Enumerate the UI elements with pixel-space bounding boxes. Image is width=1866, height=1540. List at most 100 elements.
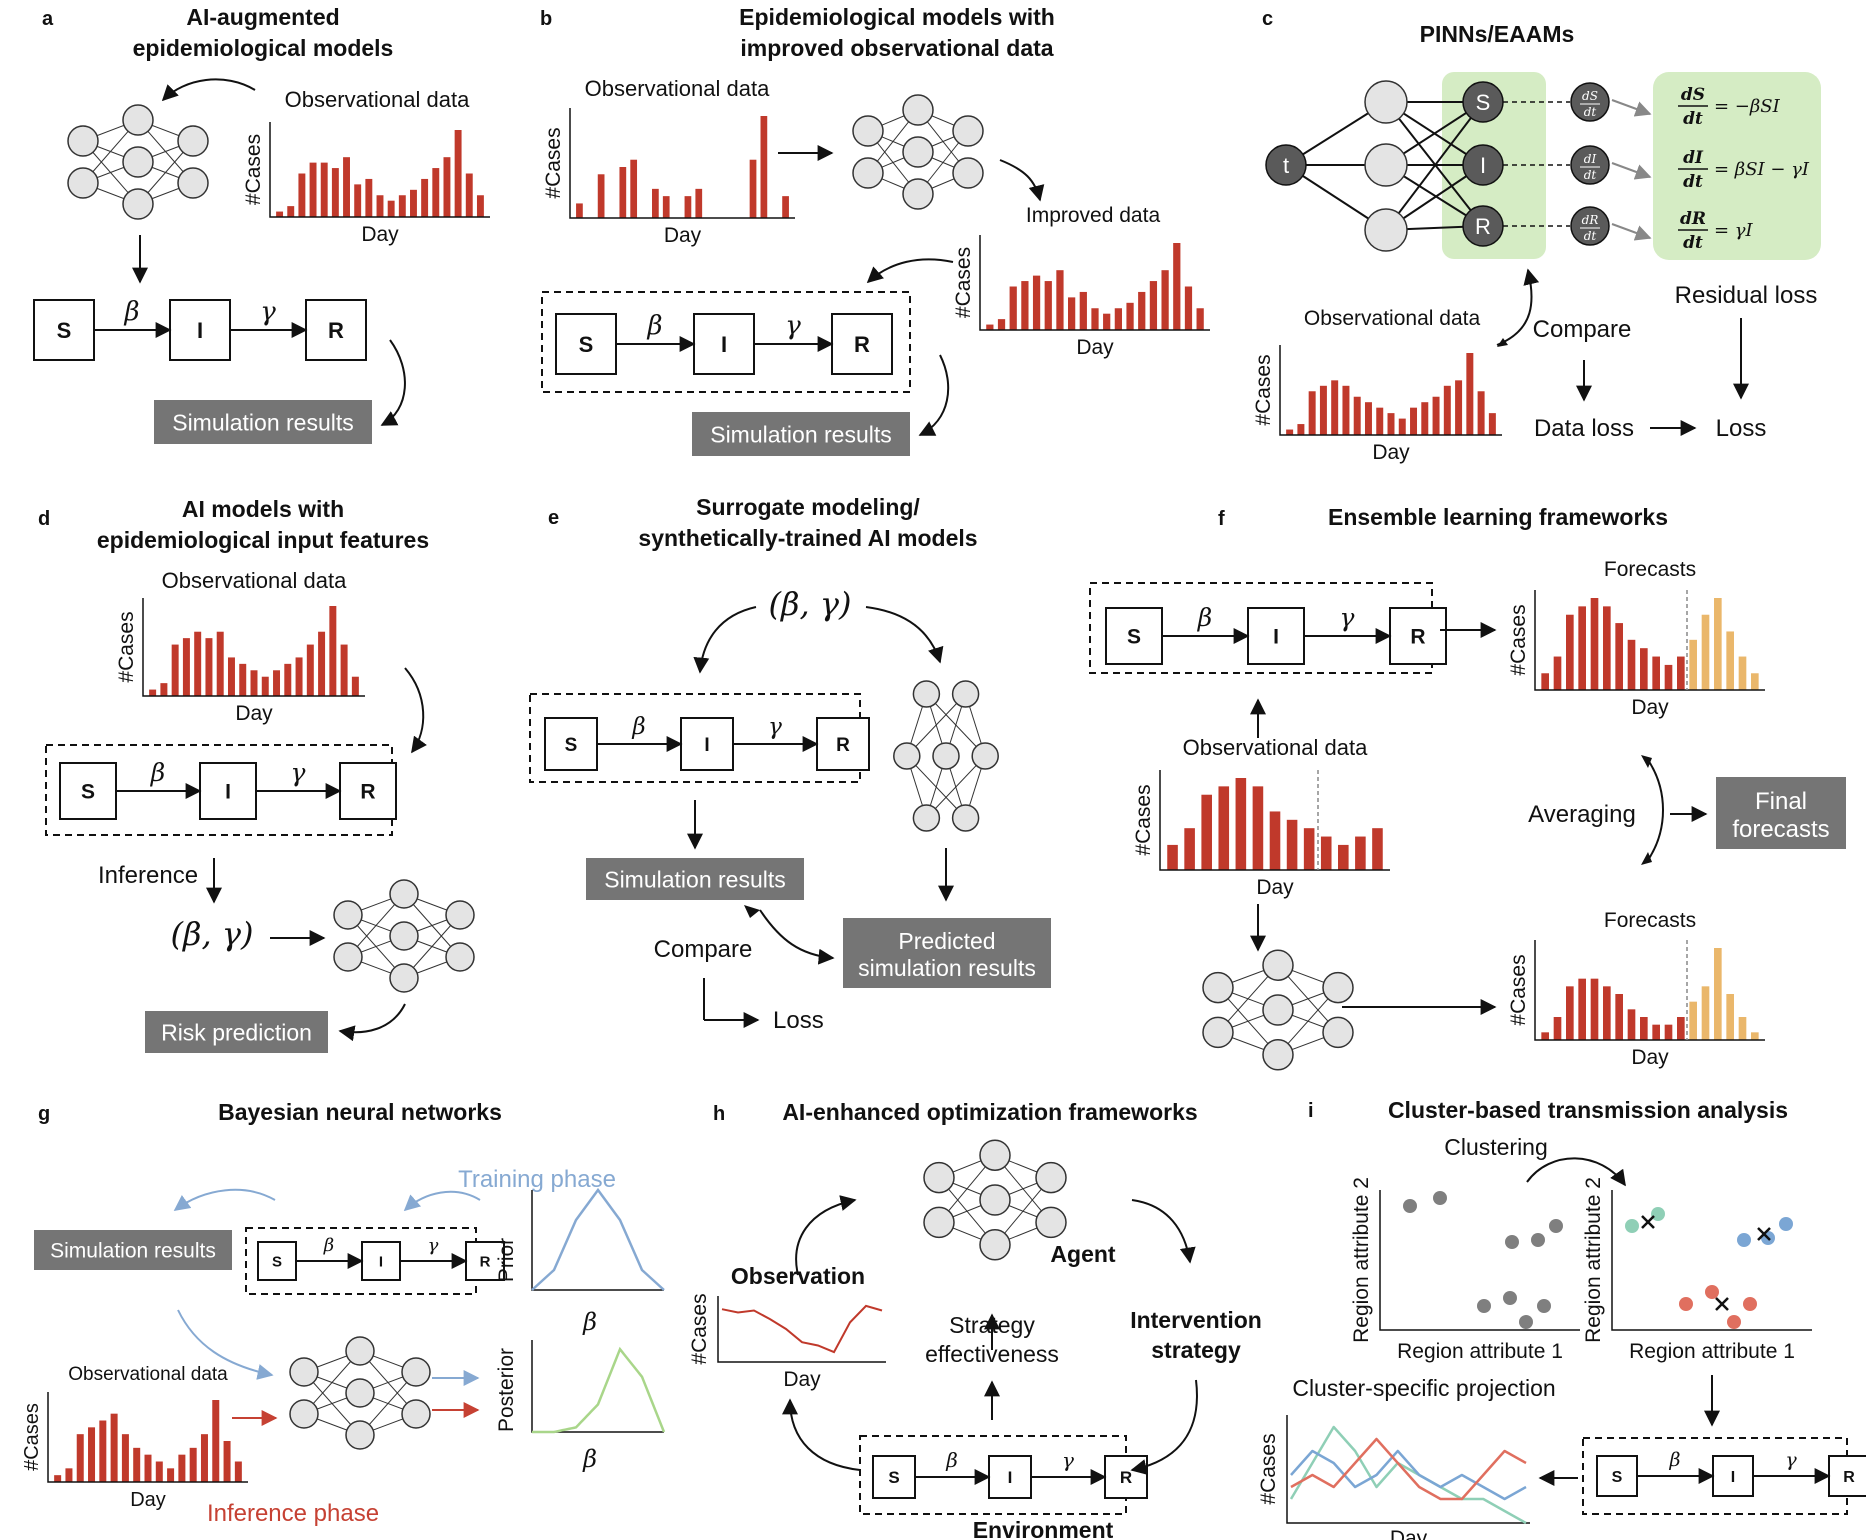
bar [1578, 978, 1586, 1040]
y-axis-label: #Cases [1507, 954, 1530, 1025]
bar [398, 195, 406, 217]
bar [216, 631, 224, 696]
sir-box-s [544, 717, 598, 771]
nn-node [177, 125, 209, 157]
sir-label-s: S [81, 781, 95, 804]
bar [1640, 1017, 1648, 1040]
forecasts-label: Forecasts [1604, 558, 1696, 581]
sir-gamma: γ [785, 311, 801, 341]
bar [1184, 828, 1195, 870]
bar [1320, 836, 1332, 870]
arrow-params-to-sir [693, 606, 757, 674]
bar [1477, 391, 1485, 435]
sir-box-i [1247, 607, 1305, 665]
t-label: t [1283, 153, 1289, 178]
sim-results-e [586, 858, 804, 900]
chart-axes [1534, 940, 1765, 1041]
sir-box-s [555, 313, 617, 375]
nn-node [122, 104, 154, 136]
y-axis-label: #Cases [115, 611, 138, 682]
cluster-point [1743, 1297, 1757, 1311]
bar [1044, 281, 1052, 330]
panel-letter-c: c [1262, 8, 1273, 30]
scatter-point [1537, 1299, 1551, 1313]
sir-label-r: R [1120, 1468, 1132, 1487]
sir-label-r: R [836, 735, 850, 756]
arrow-data-to-nn [161, 78, 256, 102]
bar [54, 1475, 62, 1482]
scatter-point [1503, 1291, 1517, 1305]
y-axis-label: #Cases [1257, 1433, 1280, 1504]
forecast-bar [1701, 986, 1710, 1040]
bar [1553, 1017, 1562, 1040]
arrow-to-residual [1611, 162, 1652, 180]
bar [1615, 994, 1623, 1040]
cluster-point [1679, 1297, 1693, 1311]
bar [1149, 281, 1158, 330]
panel-d-title: AI models with [182, 496, 344, 522]
chart-axes [1159, 770, 1390, 871]
obs-label: Observational data [585, 76, 770, 101]
sim-results-b [692, 412, 910, 456]
obs-label: Observational data [162, 568, 347, 593]
bar [1252, 786, 1264, 870]
chart-axes [569, 108, 795, 219]
bar [1173, 243, 1181, 330]
hidden-node [1364, 208, 1408, 252]
training-arrow-in [177, 1309, 274, 1380]
y-axis-label: #Cases [242, 134, 265, 205]
chart-axes [717, 1296, 886, 1363]
forecast-bar [1738, 1017, 1747, 1040]
nn-node [445, 942, 475, 972]
eq-num: dS [1681, 85, 1705, 105]
nn-node [893, 742, 921, 770]
sir-gamma: γ [1340, 603, 1355, 632]
arrow-head [1641, 755, 1652, 768]
cluster-point [1737, 1233, 1751, 1247]
nn-node [389, 879, 419, 909]
bar [1167, 844, 1178, 870]
bar [76, 1434, 84, 1482]
nn-node [289, 1357, 319, 1387]
panel-letter-b: b [540, 8, 552, 30]
bar [1297, 424, 1305, 435]
sim-results-a-label: Simulation results [172, 409, 354, 435]
panel-letter-a: a [42, 8, 54, 30]
bar [1161, 270, 1169, 330]
eq-num: dR [1680, 209, 1706, 229]
bar [684, 196, 692, 218]
sir-label-s: S [565, 735, 578, 756]
bar [1677, 1017, 1685, 1040]
bar [619, 167, 627, 218]
y-axis-label: #Cases [688, 1293, 711, 1364]
bar [1432, 396, 1440, 435]
bar [318, 631, 326, 696]
arrow-agent-to-intervention [1131, 1199, 1196, 1264]
sir-box-i [1712, 1455, 1754, 1497]
x-axis-label: Day [1631, 1046, 1669, 1069]
forecast-bar [1714, 598, 1722, 690]
bar [65, 1468, 73, 1482]
sir-beta: β [945, 1448, 958, 1472]
posterior-curve [532, 1346, 666, 1434]
panel-e-title: synthetically-trained AI models [638, 525, 977, 551]
sim-results-b-label: Simulation results [710, 421, 892, 447]
derivative-den: dt [1584, 168, 1597, 182]
obs-label: Observational data [285, 87, 470, 112]
nn-node [1202, 1016, 1234, 1049]
nn-node [1202, 971, 1234, 1004]
derivative-den: dt [1584, 105, 1597, 119]
final-forecasts-box [1716, 777, 1846, 849]
bar [287, 206, 295, 217]
nn-node [902, 178, 934, 210]
derivative-den: dt [1584, 229, 1597, 243]
training-phase-label: Training phase [458, 1166, 616, 1193]
bar [1652, 656, 1660, 690]
centroid-marker [1757, 1227, 1771, 1241]
bar [1590, 598, 1599, 690]
x-axis-label: Day [130, 1489, 166, 1511]
nn-node [345, 1378, 375, 1408]
cluster-point [1625, 1219, 1639, 1233]
nn-node [923, 1161, 955, 1194]
